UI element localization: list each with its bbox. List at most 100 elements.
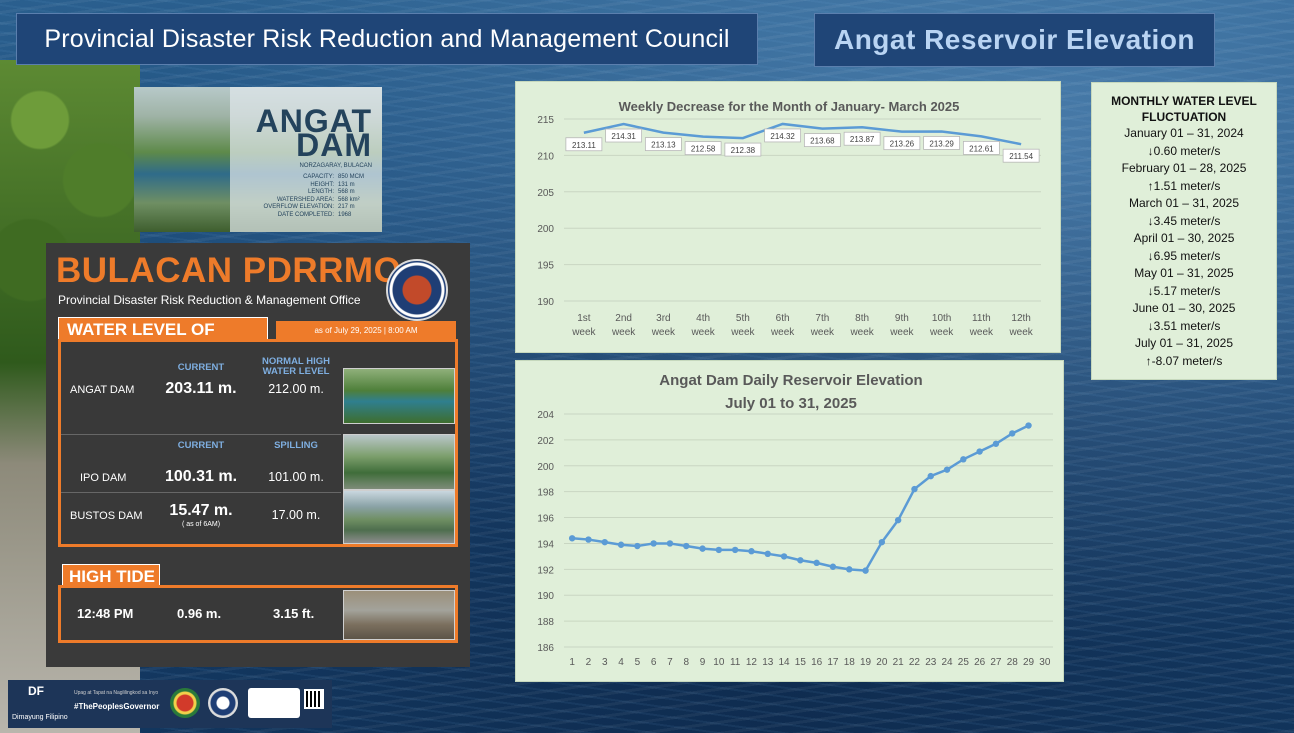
- ipo-dam-label: IPO DAM: [80, 472, 127, 484]
- y-tick-label: 215: [537, 115, 554, 126]
- x-tick-label: 7: [667, 657, 673, 668]
- x-tick-label: 24: [941, 657, 953, 668]
- bustos-dam-label: BUSTOS DAM: [70, 510, 143, 522]
- x-tick-label: 28: [1007, 657, 1019, 668]
- x-tick-label: 1: [569, 657, 575, 668]
- x-tick-label: 1st: [577, 313, 591, 324]
- data-label: 213.87: [850, 135, 875, 144]
- data-label-box: [684, 141, 722, 156]
- x-tick-label: 12: [746, 657, 758, 668]
- tide-meters: 0.96 m.: [177, 606, 222, 621]
- x-tick-label: 6th: [776, 313, 790, 324]
- data-point: [976, 448, 983, 455]
- data-point: [699, 545, 706, 552]
- series-line: [572, 424, 1030, 572]
- series-line: [583, 122, 1022, 146]
- df-tagline: Dimayung Filipino: [12, 714, 68, 721]
- x-tick-label: 7th: [815, 313, 829, 324]
- y-tick-label: 195: [537, 261, 554, 272]
- data-label: 213.11: [572, 141, 596, 150]
- data-label: 213.68: [810, 137, 835, 146]
- high-tide-table: 12:48 PM 0.96 m. 3.15 ft.: [58, 585, 458, 643]
- data-point: [683, 542, 690, 550]
- data-point: [634, 542, 641, 550]
- spec-row: HEIGHT: 131 m: [310, 181, 355, 188]
- data-point: [715, 546, 723, 554]
- y-tick-label: 196: [537, 514, 554, 525]
- monthly-change: ↓5.17 meter/s: [1147, 283, 1221, 298]
- y-tick-label: 204: [537, 410, 554, 421]
- spec-row: LENGTH: 568 m: [307, 189, 355, 195]
- angat-dam-label: ANGAT DAM: [70, 384, 135, 396]
- x-tick-label: 14: [778, 657, 790, 668]
- x-tick-label: 18: [844, 657, 856, 668]
- monthly-period: February 01 – 28, 2025: [1121, 161, 1247, 175]
- provincial-seal-icon: [170, 688, 200, 718]
- data-label: 212.38: [731, 146, 756, 155]
- tide-time: 12:48 PM: [77, 606, 134, 621]
- x-tick-label: week: [969, 327, 994, 338]
- df-logo: DF: [28, 684, 44, 698]
- x-tick-label: 9: [700, 657, 706, 668]
- daily-elevation-chart: Angat Dam Daily Reservoir Elevation July …: [515, 360, 1064, 682]
- data-label-box: [843, 131, 881, 146]
- data-label-box: [565, 137, 603, 152]
- data-point: [846, 566, 853, 573]
- ipo-spilling-value: 101.00 m.: [268, 470, 324, 484]
- data-label-box: [1002, 148, 1040, 163]
- monthly-period: May 01 – 31, 2025: [1134, 266, 1234, 280]
- council-title: Provincial Disaster Risk Reduction and M…: [44, 24, 730, 53]
- x-tick-label: 5th: [736, 313, 750, 324]
- ipo-dam-photo: [343, 434, 455, 490]
- data-point: [666, 540, 674, 547]
- pdrrmo-logo-text: BULACAN PDRRMO: [56, 251, 402, 290]
- angat-dam-photo-card: ANGAT DAM NORZAGARAY, BULACAN CAPACITY: 8…: [134, 87, 382, 232]
- spec-row: OVERFLOW ELEVATION: 217 m: [263, 204, 355, 210]
- council-header: Provincial Disaster Risk Reduction and M…: [16, 13, 758, 65]
- footer-motto: Upag at Tapat na Naglilingkod sa Inyo: [74, 690, 159, 696]
- dam-card-title-dam: DAM: [296, 127, 372, 163]
- data-point: [927, 472, 934, 480]
- water-level-banner: WATER LEVEL OF DAMS: [58, 317, 268, 359]
- data-point: [601, 538, 608, 546]
- data-point: [748, 548, 755, 555]
- data-label-box: [724, 142, 762, 157]
- x-tick-label: week: [1008, 327, 1033, 338]
- monthly-change: ↓0.60 meter/s: [1147, 143, 1221, 158]
- data-label-box: [962, 140, 1000, 155]
- pdrrmo-seal-icon: [386, 259, 448, 321]
- other-col-current: CURRENT: [177, 440, 225, 451]
- data-point: [650, 540, 657, 547]
- monthly-fluctuation-panel: MONTHLY WATER LEVEL FLUCTUATION January …: [1091, 82, 1277, 380]
- x-tick-label: 12th: [1011, 313, 1030, 324]
- x-tick-label: 16: [811, 657, 823, 668]
- data-point: [568, 535, 576, 542]
- dam-card-title-angat: ANGAT: [255, 103, 372, 139]
- data-point: [1025, 422, 1032, 429]
- data-point: [992, 440, 1000, 447]
- as-of-date: as of July 29, 2025 | 8:00 AM: [276, 321, 456, 339]
- data-point: [764, 550, 771, 557]
- y-tick-label: 200: [537, 224, 554, 235]
- data-label: 212.58: [691, 145, 716, 154]
- x-tick-label: 17: [827, 657, 839, 668]
- weekly-decrease-chart-svg: Weekly Decrease for the Month of January…: [537, 99, 1041, 338]
- monthly-change: ↓6.95 meter/s: [1147, 248, 1221, 263]
- y-tick-label: 190: [537, 297, 554, 308]
- y-tick-label: 198: [537, 488, 554, 499]
- x-tick-label: 21: [893, 657, 905, 668]
- dams-table: CURRENT NORMAL HIGH WATER LEVEL ANGAT DA…: [58, 339, 458, 547]
- x-tick-label: week: [571, 327, 596, 338]
- x-tick-label: 27: [990, 657, 1002, 668]
- data-label-box: [605, 128, 643, 143]
- pdrrmo-water-level-panel: BULACAN PDRRMO Provincial Disaster Risk …: [46, 243, 470, 667]
- monthly-change: ↑-8.07 meter/s: [1145, 353, 1223, 368]
- x-tick-label: week: [611, 327, 636, 338]
- dams-separator: [61, 492, 341, 493]
- angat-col-current: CURRENT: [177, 362, 225, 373]
- x-tick-label: 19: [860, 657, 872, 668]
- y-tick-label: 186: [537, 643, 554, 654]
- x-tick-label: 8th: [855, 313, 869, 324]
- x-tick-label: week: [690, 327, 715, 338]
- pdrrmo-subtitle: Provincial Disaster Risk Reduction & Man…: [58, 293, 361, 307]
